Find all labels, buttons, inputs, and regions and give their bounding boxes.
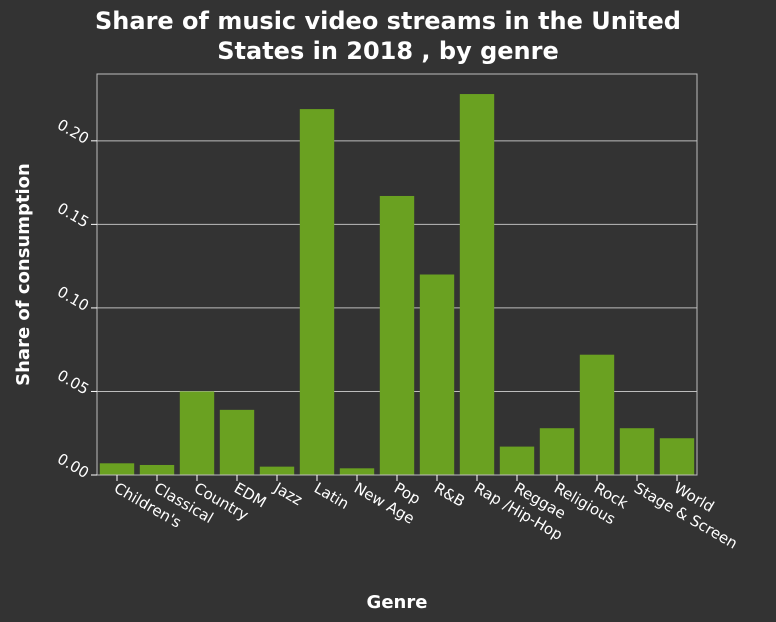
bar	[459, 94, 495, 476]
bar	[379, 195, 415, 476]
bar	[219, 409, 255, 475]
chart-title-line-2: States in 2018 , by genre	[217, 37, 559, 65]
bar	[299, 109, 335, 476]
y-tick-label: 0.10	[54, 283, 92, 315]
chart-title-line-1: Share of music video streams in the Unit…	[95, 7, 681, 35]
bars	[99, 94, 695, 476]
y-axis-label: Share of consumption	[13, 163, 34, 386]
x-tick-label: Jazz	[270, 478, 305, 509]
y-tick-label: 0.00	[54, 450, 92, 482]
y-axis: 0.00 0.05 0.10 0.15 0.20	[54, 115, 97, 482]
bar	[179, 391, 215, 475]
y-tick-label: 0.20	[54, 115, 92, 147]
bar	[539, 428, 575, 475]
x-tick-label: Latin	[311, 479, 352, 513]
bar	[579, 354, 615, 475]
bar	[619, 428, 655, 475]
bar	[339, 468, 375, 475]
y-tick-label: 0.05	[54, 366, 92, 398]
bar	[139, 464, 175, 475]
bar	[659, 438, 695, 475]
bar	[259, 466, 295, 475]
chart-title: Share of music video streams in the Unit…	[0, 6, 776, 66]
x-axis-label: Genre	[367, 592, 428, 613]
x-tick-label: R&B	[431, 479, 468, 511]
bar	[99, 463, 135, 475]
bar	[419, 274, 455, 475]
y-tick-label: 0.15	[54, 199, 92, 231]
bar	[499, 446, 535, 475]
